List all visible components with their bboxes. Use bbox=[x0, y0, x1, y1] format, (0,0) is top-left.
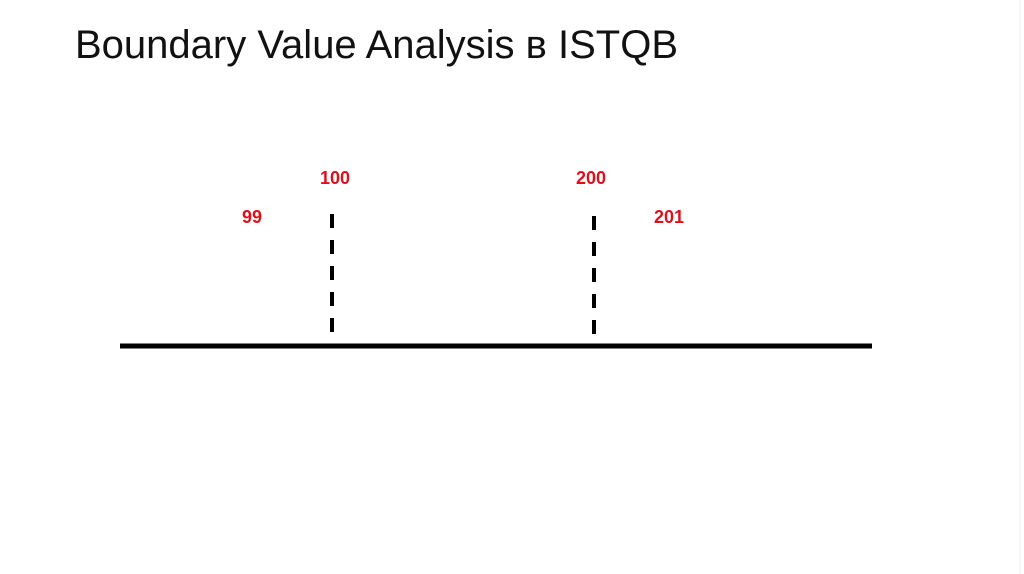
value-label: 100 bbox=[320, 168, 350, 188]
value-label: 201 bbox=[654, 207, 684, 227]
value-label: 99 bbox=[242, 207, 262, 227]
value-label: 200 bbox=[576, 168, 606, 188]
slide-title: Boundary Value Analysis в ISTQB bbox=[75, 23, 678, 67]
